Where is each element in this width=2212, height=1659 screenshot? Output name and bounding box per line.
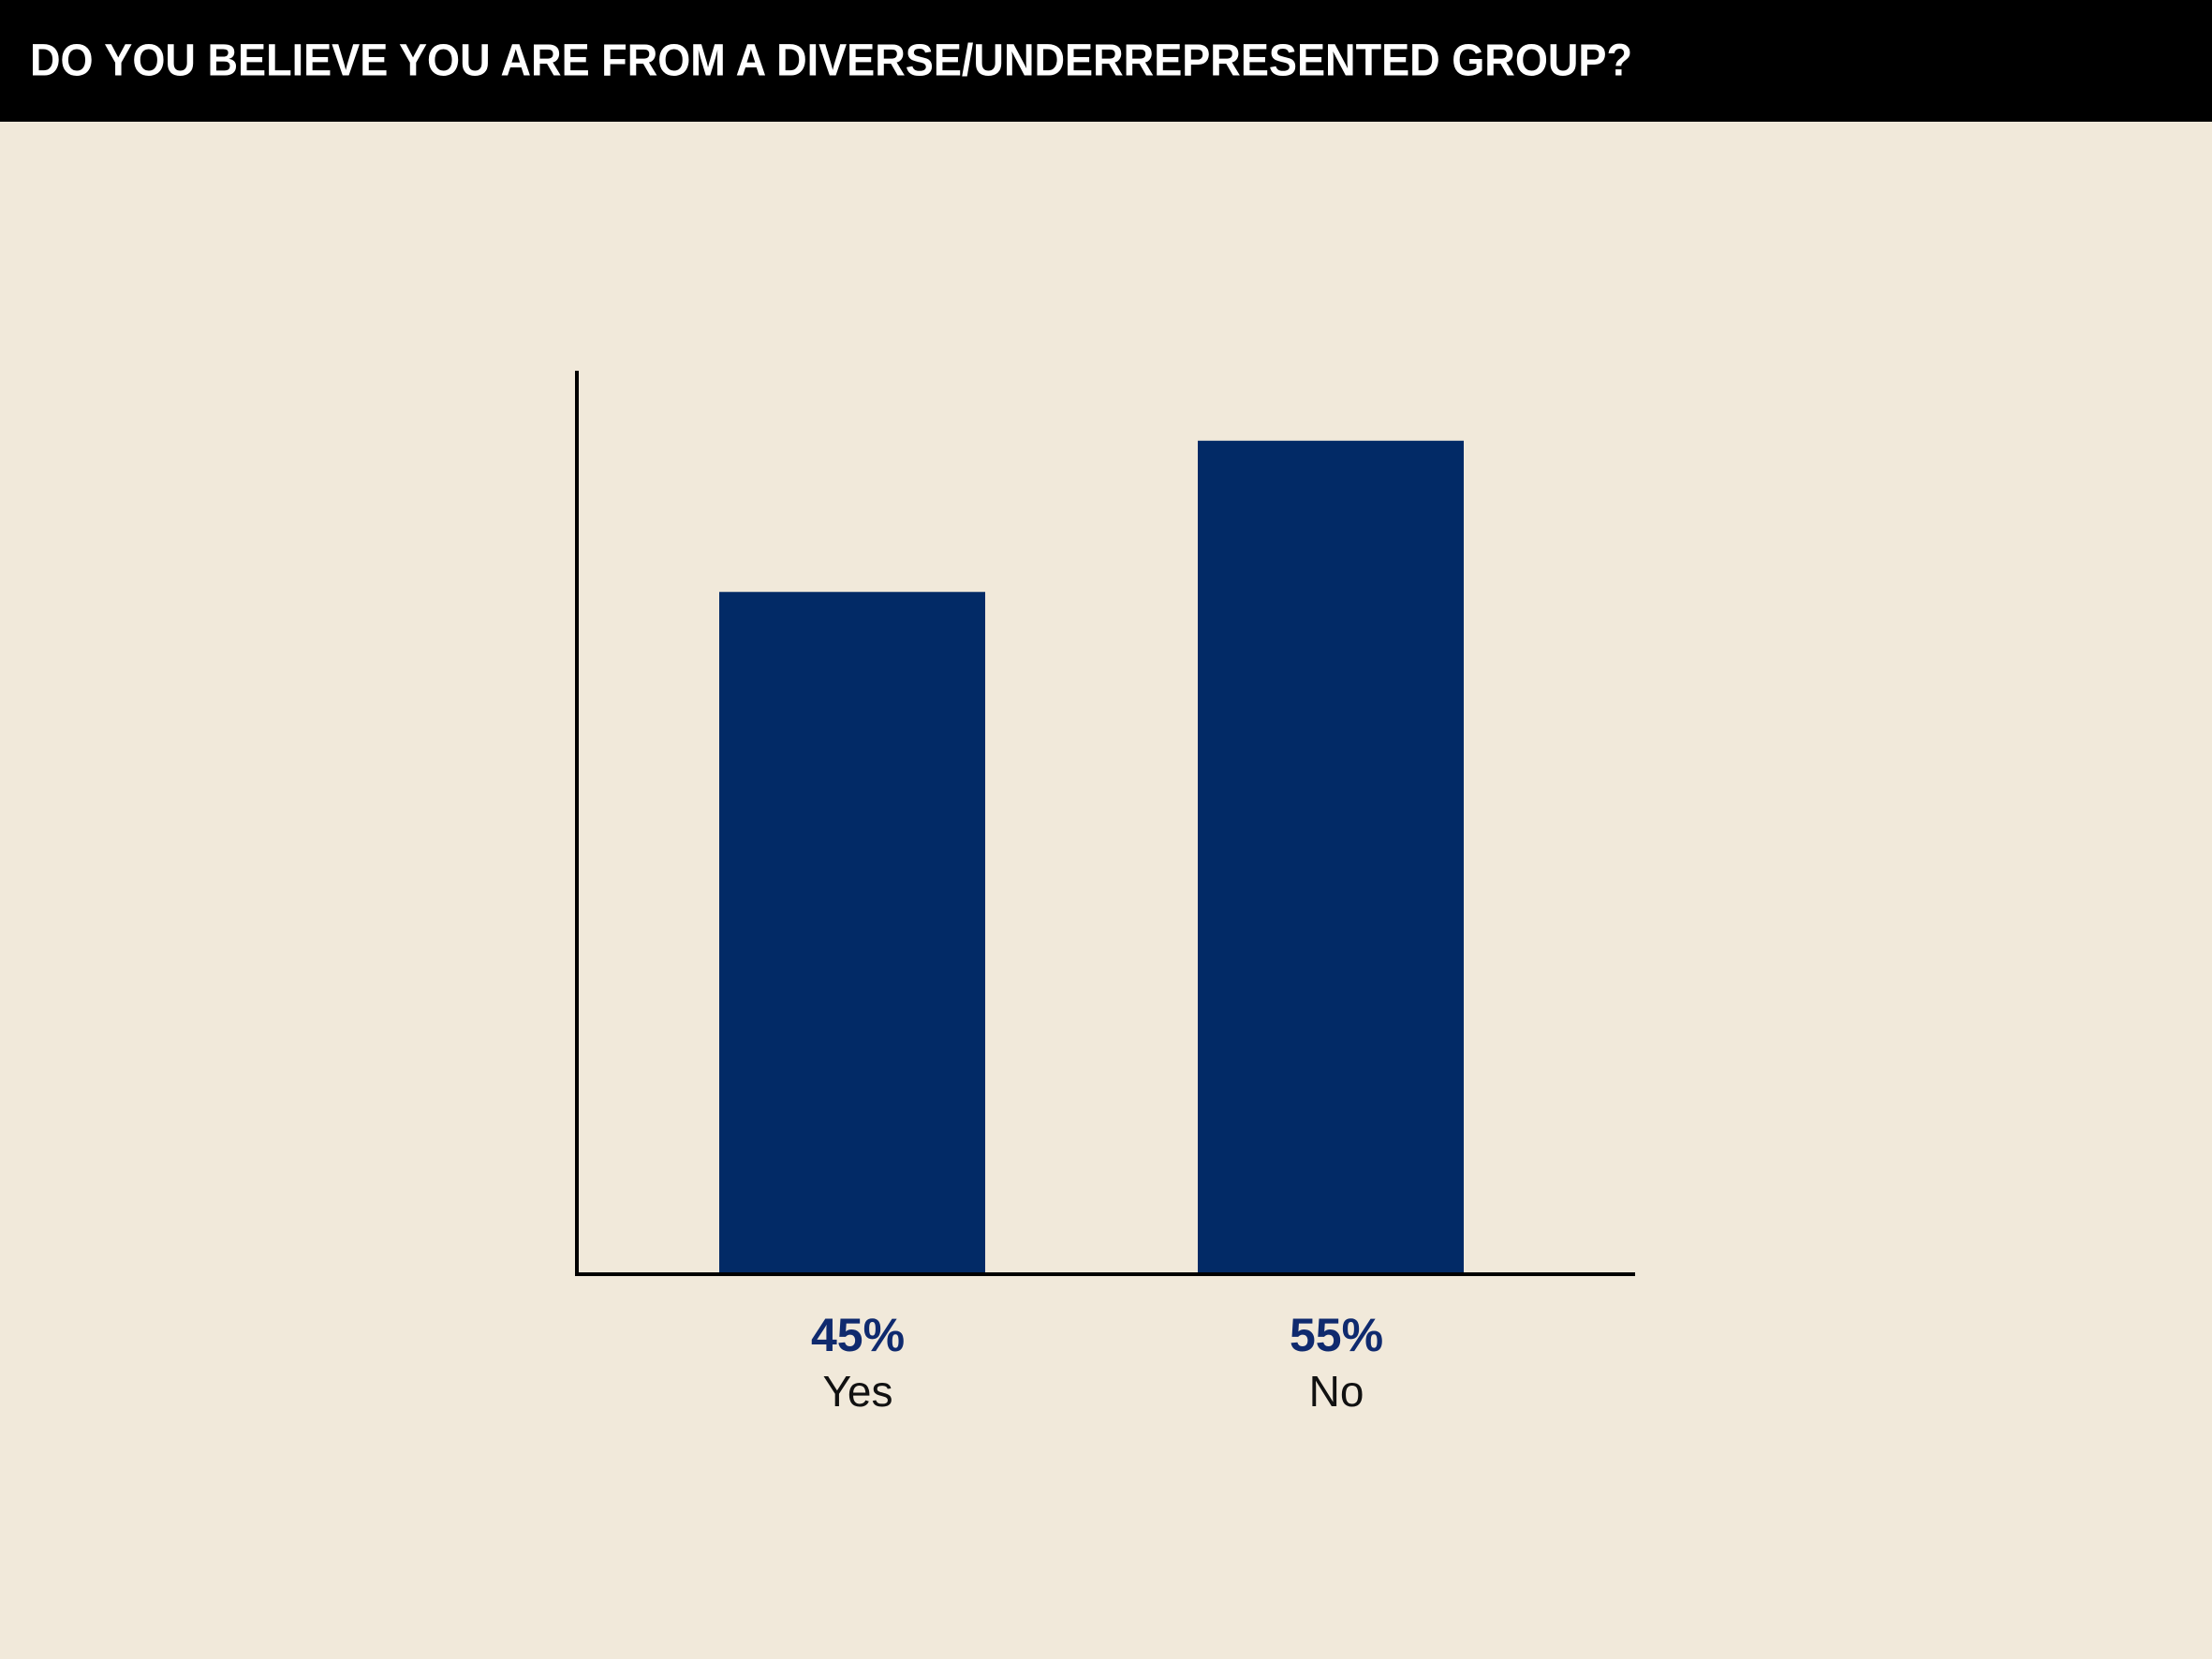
value-label: 55%	[1290, 1309, 1383, 1361]
value-label: 45%	[811, 1309, 905, 1361]
chart-title: DO YOU BELIEVE YOU ARE FROM A DIVERSE/UN…	[30, 37, 1632, 86]
bar	[719, 592, 985, 1272]
bar	[1198, 440, 1464, 1272]
x-tick-label: No	[1309, 1367, 1364, 1416]
title-bar	[0, 0, 2212, 122]
x-tick-label: Yes	[822, 1367, 892, 1416]
